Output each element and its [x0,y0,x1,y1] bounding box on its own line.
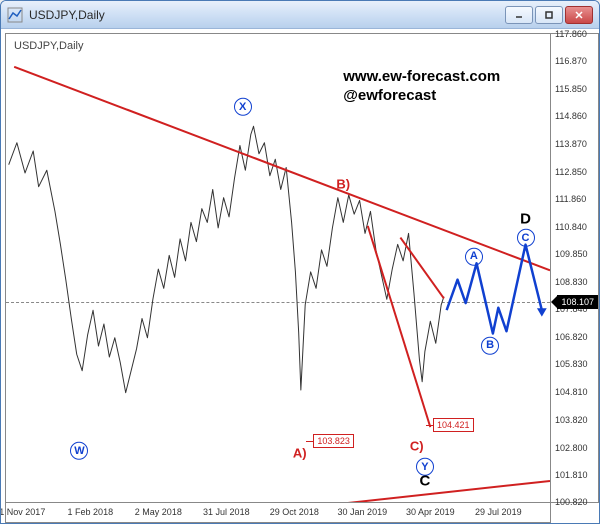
chart-area[interactable]: USDJPY,Daily www.ew-forecast.com@ewforec… [1,29,599,523]
y-tick-label: 102.800 [555,443,588,453]
window-controls [505,6,593,24]
maximize-button[interactable] [535,6,563,24]
x-tick-label: 30 Jan 2019 [338,507,388,517]
y-tick-label: 104.810 [555,387,588,397]
y-tick-label: 117.860 [555,29,587,39]
wave-label: A) [293,445,307,460]
price-value-box: 103.823 [313,434,354,448]
x-tick-label: 1 Feb 2018 [68,507,114,517]
window-title: USDJPY,Daily [29,8,505,22]
titlebar[interactable]: USDJPY,Daily [1,1,599,29]
x-tick-label: 30 Apr 2019 [406,507,455,517]
price-value-box: 104.421 [433,418,474,432]
wave-label: X [234,97,252,116]
minimize-button[interactable] [505,6,533,24]
chart-window: USDJPY,Daily USDJPY,Daily www.ew-forecas… [0,0,600,524]
y-tick-label: 111.860 [555,194,586,204]
y-tick-label: 114.860 [555,111,587,121]
y-tick-label: 101.810 [555,470,588,480]
wave-label: B [481,336,499,355]
y-tick-label: 112.850 [555,167,587,177]
y-tick-label: 116.870 [555,56,587,66]
wave-label: B) [336,176,350,191]
x-tick-label: 31 Jul 2018 [203,507,250,517]
y-tick-label: 115.850 [555,84,587,94]
y-tick-label: 105.830 [555,359,588,369]
wave-label: C) [410,438,424,453]
wave-label: D [520,210,531,227]
x-tick-label: 29 Jul 2019 [475,507,522,517]
y-tick-label: 109.850 [555,249,588,259]
y-tick-label: 103.820 [555,415,588,425]
x-tick-label: 1 Nov 2017 [0,507,45,517]
y-tick-label: 100.820 [555,497,588,507]
app-icon [7,7,23,23]
watermark: www.ew-forecast.com@ewforecast [343,67,500,106]
wave-label: W [70,441,88,460]
wave-label: C [419,472,430,489]
current-price-marker: 108.107 [557,295,598,309]
price-plot[interactable]: USDJPY,Daily www.ew-forecast.com@ewforec… [5,33,551,503]
wave-label: C [517,228,535,247]
x-tick-label: 29 Oct 2018 [270,507,319,517]
close-button[interactable] [565,6,593,24]
y-axis: 117.860116.870115.850114.860113.870112.8… [551,33,599,503]
current-price-line [6,302,550,303]
y-tick-label: 110.840 [555,222,587,232]
symbol-label: USDJPY,Daily [14,40,84,52]
y-tick-label: 113.870 [555,139,587,149]
y-tick-label: 108.830 [555,277,588,287]
x-tick-label: 2 May 2018 [135,507,182,517]
x-axis: 1 Nov 20171 Feb 20182 May 201831 Jul 201… [5,503,551,523]
y-tick-label: 106.820 [555,332,588,342]
wave-label: A [465,247,483,266]
